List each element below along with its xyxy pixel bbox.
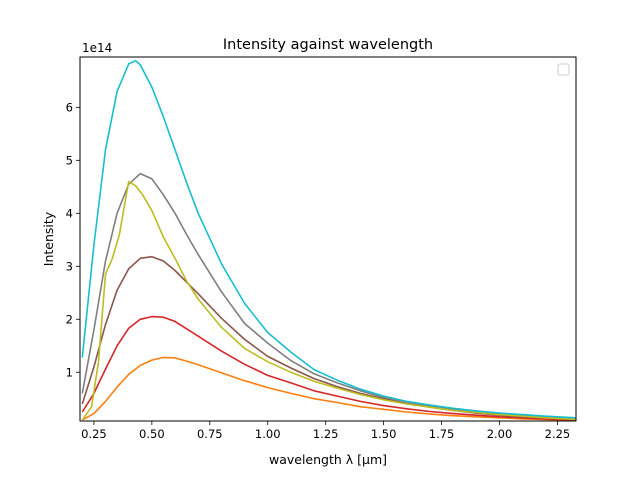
y-tick-label: 6 bbox=[66, 100, 73, 114]
x-tick-label: 1.00 bbox=[255, 427, 281, 441]
y-tick-label: 2 bbox=[66, 312, 73, 326]
x-tick-label: 2.25 bbox=[545, 427, 571, 441]
chart-title: Intensity against wavelength bbox=[223, 37, 433, 53]
x-tick-label: 1.25 bbox=[313, 427, 339, 441]
y-tick-label: 1 bbox=[66, 365, 73, 379]
y-tick-label: 4 bbox=[66, 206, 73, 220]
x-tick-label: 0.75 bbox=[197, 427, 223, 441]
ticks-layer: 0.25 0.50 0.75 1.00 1.25 1.50 1.75 2.00 2.25 1 2 3 4… bbox=[66, 100, 571, 441]
y-axis-label: Intensity bbox=[41, 211, 56, 266]
series-line-2 bbox=[81, 315, 577, 421]
series-line-1 bbox=[81, 356, 577, 422]
x-tick-label: 1.75 bbox=[429, 427, 455, 441]
x-tick-label: 2.00 bbox=[487, 427, 513, 441]
x-tick-label: 1.50 bbox=[371, 427, 397, 441]
x-tick-label: 0.50 bbox=[139, 427, 165, 441]
y-tick-label: 3 bbox=[66, 259, 73, 273]
series-layer bbox=[81, 59, 577, 422]
y-tick-label: 5 bbox=[66, 153, 73, 167]
legend-box[interactable] bbox=[557, 63, 570, 76]
x-tick-label: 0.25 bbox=[81, 427, 107, 441]
y-offset-label: 1e14 bbox=[82, 41, 112, 55]
x-axis-label: wavelength λ [μm] bbox=[269, 452, 387, 467]
series-line-6 bbox=[81, 59, 577, 419]
series-line-5 bbox=[81, 180, 577, 421]
plot-frame bbox=[79, 56, 577, 422]
